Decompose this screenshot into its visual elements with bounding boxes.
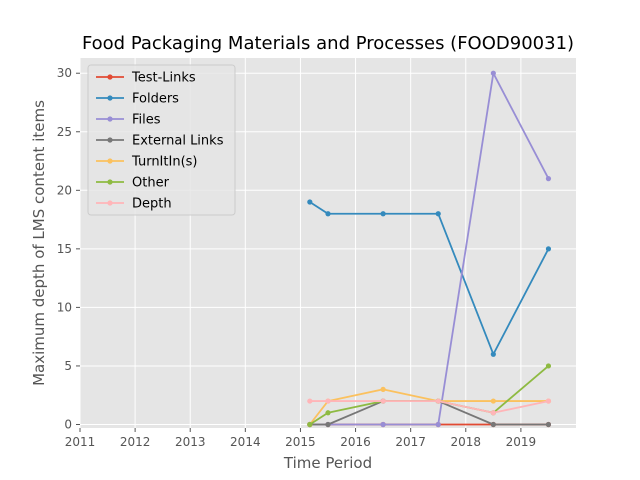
data-point-files xyxy=(545,176,552,182)
legend-label: External Links xyxy=(132,134,224,149)
data-point-external-links xyxy=(490,421,496,428)
series-line-depth xyxy=(309,400,549,414)
y-axis-label: Maximum depth of LMS content items xyxy=(30,100,48,386)
chart-title: Food Packaging Materials and Processes (… xyxy=(82,33,574,54)
legend-label: Folders xyxy=(132,92,179,107)
x-tick-label: 2015 xyxy=(285,435,316,449)
legend-label: TurnItIn(s) xyxy=(131,155,197,170)
data-point-folders xyxy=(545,246,552,252)
legend-swatch-marker xyxy=(107,137,113,143)
legend-label: Test-Links xyxy=(131,71,196,86)
data-point-depth xyxy=(490,410,496,416)
data-point-folders xyxy=(380,211,386,217)
data-point-depth xyxy=(380,398,386,404)
legend-swatch-marker xyxy=(107,158,113,164)
y-tick-label: 5 xyxy=(64,359,72,373)
x-tick-label: 2012 xyxy=(120,435,151,449)
data-point-folders xyxy=(490,351,496,357)
legend-label: Depth xyxy=(132,197,172,212)
data-point-turnitin-s xyxy=(490,398,496,404)
x-tick-label: 2018 xyxy=(451,435,482,449)
data-point-depth xyxy=(545,398,552,404)
series-layer xyxy=(307,70,552,428)
series-folders xyxy=(307,199,552,357)
legend: Test-Links Folders Files External Links Turn… xyxy=(87,64,236,216)
data-point-files xyxy=(490,70,496,76)
y-tick-label: 0 xyxy=(64,417,72,431)
data-point-depth xyxy=(307,398,313,404)
data-point-folders xyxy=(435,211,441,217)
y-axis-ticks: 0 5 10 15 20 25 30 xyxy=(57,66,80,431)
legend-swatch-marker xyxy=(107,95,113,101)
y-tick-label: 30 xyxy=(57,66,72,80)
data-point-other xyxy=(545,363,552,369)
legend-swatch-marker xyxy=(107,74,113,80)
legend-box xyxy=(87,64,236,216)
legend-item: Other xyxy=(96,176,170,191)
legend-item: TurnItIn(s) xyxy=(96,155,197,170)
data-point-folders xyxy=(325,211,331,217)
data-point-turnitin-s xyxy=(380,386,386,392)
series-line-folders xyxy=(309,201,550,356)
legend-item: Files xyxy=(96,113,161,128)
data-point-external-links xyxy=(545,421,552,428)
y-tick-label: 25 xyxy=(57,125,72,139)
data-point-depth xyxy=(435,398,441,404)
y-tick-label: 10 xyxy=(57,300,72,314)
legend-swatch-marker xyxy=(107,179,113,185)
x-tick-label: 2011 xyxy=(65,435,96,449)
y-tick-label: 20 xyxy=(57,183,72,197)
x-tick-label: 2017 xyxy=(395,435,426,449)
legend-item: Folders xyxy=(96,92,179,107)
x-tick-label: 2019 xyxy=(506,435,537,449)
legend-swatch-marker xyxy=(107,116,113,122)
legend-label: Files xyxy=(132,113,161,128)
legend-label: Other xyxy=(132,176,170,191)
data-point-files xyxy=(380,421,386,428)
legend-item: Test-Links xyxy=(96,71,196,86)
x-tick-label: 2013 xyxy=(175,435,206,449)
data-point-depth xyxy=(325,398,331,404)
x-axis-ticks: 2011 2012 2013 2014 2015 2016 2017 2018 2019 xyxy=(65,428,536,449)
x-tick-label: 2016 xyxy=(340,435,371,449)
x-tick-label: 2014 xyxy=(230,435,261,449)
y-tick-label: 15 xyxy=(57,242,72,256)
legend-item: Depth xyxy=(96,197,172,212)
data-point-external-links xyxy=(325,421,331,428)
x-axis-label: Time Period xyxy=(283,454,372,472)
legend-swatch-marker xyxy=(107,200,113,206)
data-point-folders xyxy=(307,199,313,205)
data-point-other xyxy=(325,410,331,416)
data-point-files xyxy=(435,421,441,428)
series-line-turnitin-s xyxy=(309,388,549,426)
data-point-other xyxy=(307,421,313,428)
legend-item: External Links xyxy=(96,134,224,149)
series-depth xyxy=(307,398,552,416)
